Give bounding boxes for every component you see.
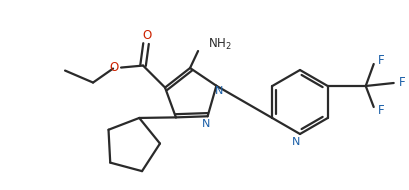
- Text: O: O: [142, 29, 152, 42]
- Text: N: N: [292, 137, 300, 147]
- Text: NH$_2$: NH$_2$: [208, 36, 232, 51]
- Text: F: F: [378, 104, 384, 116]
- Text: N: N: [215, 86, 224, 96]
- Text: O: O: [110, 61, 119, 74]
- Text: N: N: [202, 119, 210, 129]
- Text: F: F: [378, 55, 384, 67]
- Text: F: F: [398, 77, 405, 89]
